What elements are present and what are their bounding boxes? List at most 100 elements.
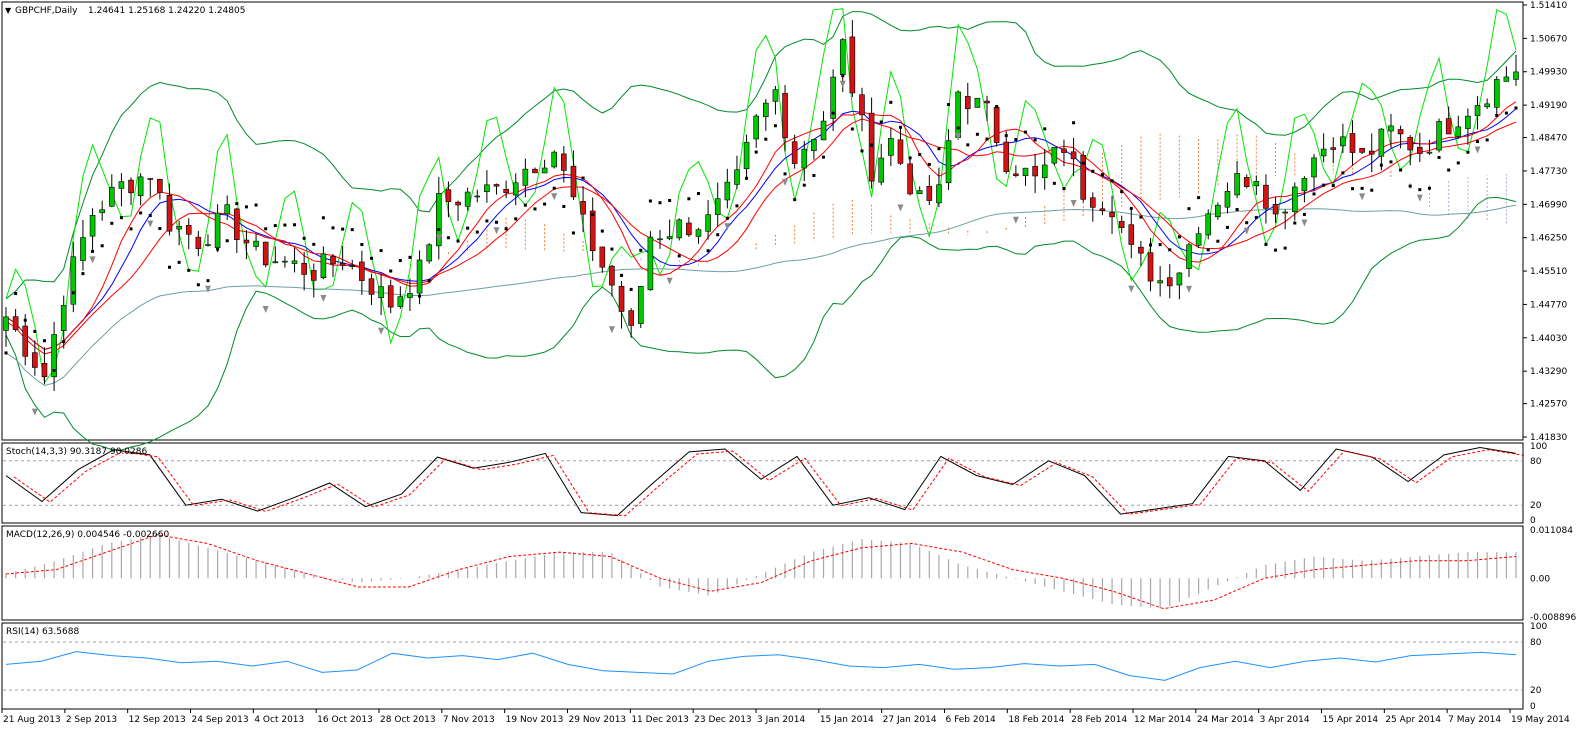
- sar-dot: [966, 143, 970, 147]
- time-tick-label: 2 Sep 2013: [66, 715, 117, 725]
- sar-dot: [1447, 168, 1451, 172]
- sar-dot: [985, 137, 989, 141]
- candle-body: [1051, 146, 1058, 164]
- candle-body: [89, 214, 96, 237]
- sar-dot: [235, 202, 239, 206]
- candle-body: [1080, 154, 1086, 200]
- candle-body: [243, 239, 250, 244]
- sar-dot: [1052, 181, 1056, 185]
- price-tick-label: 1.50670: [1530, 34, 1567, 44]
- sar-dot: [831, 111, 835, 115]
- sar-dot: [533, 207, 537, 211]
- sar-dot: [1129, 206, 1133, 210]
- candle-body: [157, 179, 163, 193]
- stoch-main-line: [5, 446, 1517, 517]
- candle-body: [657, 238, 663, 241]
- candle-body: [128, 179, 134, 194]
- candle-body: [1397, 129, 1404, 135]
- sar-dot: [956, 126, 960, 130]
- time-tick-label: 3 Jan 2014: [757, 715, 805, 725]
- candle-body: [1022, 167, 1029, 176]
- time-tick-label: 7 Nov 2013: [443, 715, 495, 725]
- sar-dot: [793, 198, 797, 202]
- time-tick-label: 15 Apr 2014: [1323, 715, 1379, 725]
- price-tick-label: 1.42570: [1530, 400, 1567, 410]
- sar-dot: [1341, 171, 1345, 175]
- envelope-line: [5, 8, 1517, 384]
- sar-dot: [398, 259, 402, 263]
- candle-body: [1436, 121, 1442, 151]
- rsi-label: RSI(14) 63.5688: [6, 627, 79, 637]
- sar-dot: [100, 244, 104, 248]
- candle-body: [1118, 221, 1125, 228]
- sar-dot: [716, 233, 720, 237]
- candle-body: [1349, 133, 1356, 153]
- sar-dot: [696, 192, 700, 196]
- sar-dot: [812, 173, 816, 177]
- sar-dot: [1302, 212, 1306, 216]
- sar-dot: [360, 243, 364, 247]
- time-tick-label: 24 Mar 2014: [1197, 715, 1254, 725]
- candle-body: [907, 163, 913, 195]
- fractal-down-arrow: [262, 305, 269, 313]
- candle-body: [599, 246, 606, 268]
- symbol-menu-icon[interactable]: ▼: [5, 6, 12, 15]
- sar-dot: [254, 203, 258, 207]
- sar-dot: [1120, 190, 1124, 194]
- candle-body: [916, 190, 923, 195]
- axes: 1.51410 1.50670 1.49930 1.49190 1.48470 1.477…: [1, 1, 1570, 725]
- candle-body: [1513, 71, 1519, 80]
- sar-dot: [639, 248, 643, 252]
- sar-dot: [1264, 242, 1268, 246]
- price-tick-label: 1.45510: [1530, 267, 1567, 277]
- price-tick-label: 1.49930: [1530, 68, 1567, 78]
- candle-body: [1263, 184, 1269, 209]
- stoch-label: Stoch(14,3,3) 90.3187 90.0286: [6, 447, 147, 457]
- candle-body: [926, 185, 933, 201]
- sar-dot: [658, 201, 662, 205]
- sar-dot: [42, 339, 46, 343]
- candle-body: [820, 120, 827, 141]
- fractal-down-arrow: [1416, 194, 1423, 202]
- candle-body: [387, 285, 394, 308]
- stoch-level-label: 100: [1530, 442, 1547, 452]
- sar-dot: [610, 247, 614, 251]
- candle-body: [1099, 208, 1106, 211]
- sar-dot: [1216, 239, 1220, 243]
- candle-body: [339, 262, 346, 266]
- candle-body: [676, 219, 683, 239]
- sar-dot: [369, 256, 373, 260]
- ohlc-values: 1.24641 1.25168 1.24220 1.24805: [88, 6, 245, 16]
- sar-dot: [4, 351, 8, 355]
- sar-dot: [1293, 221, 1297, 225]
- price-tick-label: 1.43290: [1530, 367, 1567, 377]
- sar-dot: [81, 272, 85, 276]
- sar-dot: [918, 153, 922, 157]
- price-tick-label: 1.44030: [1530, 334, 1567, 344]
- candle-body: [1445, 118, 1452, 135]
- sar-dot: [1014, 138, 1018, 142]
- sar-dot: [591, 213, 595, 217]
- time-tick-label: 15 Jan 2014: [820, 715, 874, 725]
- sar-dot: [995, 105, 999, 109]
- sar-dot: [427, 279, 431, 283]
- sar-dot: [331, 226, 335, 230]
- candle-body: [1243, 177, 1250, 187]
- candle-body: [743, 141, 750, 170]
- price-tick-label: 1.51410: [1530, 1, 1567, 11]
- symbol-title: GBPCHF,Daily: [15, 6, 78, 16]
- candle-body: [416, 259, 423, 294]
- sar-dot: [514, 217, 518, 221]
- sar-dot: [1379, 163, 1383, 167]
- candle-body: [3, 316, 9, 331]
- candle-body: [1090, 197, 1096, 208]
- candle-body: [176, 225, 182, 230]
- candles: [3, 20, 1519, 391]
- candle-body: [1378, 128, 1385, 157]
- time-tick-label: 23 Dec 2013: [694, 715, 752, 725]
- kijun-line: [5, 108, 1517, 350]
- sar-dot: [312, 242, 316, 246]
- sar-dot: [1187, 207, 1191, 211]
- candle-body: [1455, 126, 1462, 137]
